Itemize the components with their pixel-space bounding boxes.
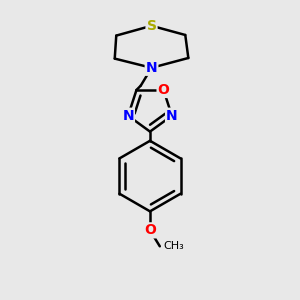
Text: N: N	[146, 61, 157, 75]
Text: O: O	[158, 83, 169, 97]
Text: O: O	[144, 224, 156, 237]
Text: N: N	[166, 109, 178, 123]
Text: S: S	[146, 19, 157, 33]
Text: CH₃: CH₃	[163, 241, 184, 251]
Text: N: N	[122, 109, 134, 123]
